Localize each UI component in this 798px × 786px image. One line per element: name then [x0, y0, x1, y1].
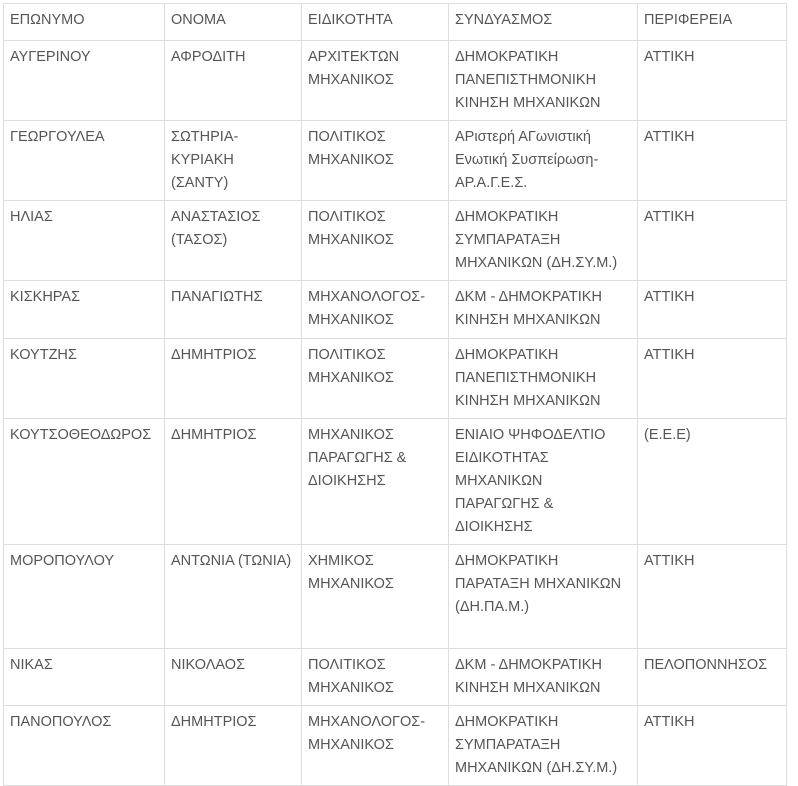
cell-first-name: ΔΗΜΗΤΡΙΟΣ	[164, 418, 302, 545]
cell-coalition: ΔΗΜΟΚΡΑΤΙΚΗ ΠΑΝΕΠΙΣΤΗΜΟΝΙΚΗ ΚΙΝΗΣΗ ΜΗΧΑΝ…	[448, 338, 638, 419]
cell-region: ΑΤΤΙΚΗ	[637, 338, 787, 419]
cell-region: ΑΤΤΙΚΗ	[637, 544, 787, 649]
column-header-region: ΠΕΡΙΦΕΡΕΙΑ	[637, 3, 787, 41]
cell-surname: ΠΑΝΟΠΟΥΛΟΣ	[3, 705, 165, 786]
cell-first-name: ΣΩΤΗΡΙΑ-ΚΥΡΙΑΚΗ (ΣΑΝΤΥ)	[164, 120, 302, 201]
cell-surname: ΚΙΣΚΗΡΑΣ	[3, 280, 165, 339]
cell-first-name: ΑΦΡΟΔΙΤΗ	[164, 40, 302, 121]
cell-coalition: ΔΚΜ - ΔΗΜΟΚΡΑΤΙΚΗ ΚΙΝΗΣΗ ΜΗΧΑΝΙΚΩΝ	[448, 280, 638, 339]
table-row: ΚΟΥΤΣΟΘΕΟΔΩΡΟΣ ΔΗΜΗΤΡΙΟΣ ΜΗΧΑΝΙΚΟΣ ΠΑΡΑΓΩΓ…	[3, 418, 787, 545]
table-row: ΑΥΓΕΡΙΝΟΥ ΑΦΡΟΔΙΤΗ ΑΡΧΙΤΕΚΤΩΝ ΜΗΧΑΝΙΚΟΣ ΔΗΜ…	[3, 40, 787, 121]
cell-surname: ΝΙΚΑΣ	[3, 648, 165, 706]
cell-surname: ΜΟΡΟΠΟΥΛΟΥ	[3, 544, 165, 649]
candidates-table: ΕΠΩΝΥΜΟ ΟΝΟΜΑ ΕΙΔΙΚΟΤΗΤΑ ΣΥΝΔΥΑΣΜΟΣ ΠΕΡΙΦΕΡΕ…	[3, 3, 787, 786]
cell-specialty: ΠΟΛΙΤΙΚΟΣ ΜΗΧΑΝΙΚΟΣ	[301, 338, 449, 419]
cell-specialty: ΜΗΧΑΝΙΚΟΣ ΠΑΡΑΓΩΓΗΣ & ΔΙΟΙΚΗΣΗΣ	[301, 418, 449, 545]
cell-region: ΑΤΤΙΚΗ	[637, 705, 787, 786]
column-header-first-name: ΟΝΟΜΑ	[164, 3, 302, 41]
cell-coalition: ΔΗΜΟΚΡΑΤΙΚΗ ΣΥΜΠΑΡΑΤΑΞΗ ΜΗΧΑΝΙΚΩΝ (ΔΗ.ΣΥ…	[448, 200, 638, 281]
cell-specialty: ΠΟΛΙΤΙΚΟΣ ΜΗΧΑΝΙΚΟΣ	[301, 200, 449, 281]
cell-region: ΠΕΛΟΠΟΝΝΗΣΟΣ	[637, 648, 787, 706]
cell-first-name: ΔΗΜΗΤΡΙΟΣ	[164, 705, 302, 786]
cell-specialty: ΧΗΜΙΚΟΣ ΜΗΧΑΝΙΚΟΣ	[301, 544, 449, 649]
cell-region: ΑΤΤΙΚΗ	[637, 280, 787, 339]
cell-coalition: ΕΝΙΑΙΟ ΨΗΦΟΔΕΛΤΙΟ ΕΙΔΙΚΟΤΗΤΑΣ ΜΗΧΑΝΙΚΩΝ …	[448, 418, 638, 545]
cell-surname: ΚΟΥΤΖΗΣ	[3, 338, 165, 419]
cell-surname: ΑΥΓΕΡΙΝΟΥ	[3, 40, 165, 121]
table-row: ΠΑΝΟΠΟΥΛΟΣ ΔΗΜΗΤΡΙΟΣ ΜΗΧΑΝΟΛΟΓΟΣ-ΜΗΧΑΝΙΚΟΣ…	[3, 705, 787, 786]
cell-first-name: ΑΝΤΩΝΙΑ (ΤΩΝΙΑ)	[164, 544, 302, 649]
cell-region: ΑΤΤΙΚΗ	[637, 120, 787, 201]
table-row: ΜΟΡΟΠΟΥΛΟΥ ΑΝΤΩΝΙΑ (ΤΩΝΙΑ) ΧΗΜΙΚΟΣ ΜΗΧΑΝΙΚ…	[3, 544, 787, 649]
table-row: ΗΛΙΑΣ ΑΝΑΣΤΑΣΙΟΣ (ΤΑΣΟΣ) ΠΟΛΙΤΙΚΟΣ ΜΗΧΑΝΙΚ…	[3, 200, 787, 281]
table-row: ΝΙΚΑΣ ΝΙΚΟΛΑΟΣ ΠΟΛΙΤΙΚΟΣ ΜΗΧΑΝΙΚΟΣ ΔΚΜ - ΔΗ…	[3, 648, 787, 706]
column-header-specialty: ΕΙΔΙΚΟΤΗΤΑ	[301, 3, 449, 41]
table-row: ΚΟΥΤΖΗΣ ΔΗΜΗΤΡΙΟΣ ΠΟΛΙΤΙΚΟΣ ΜΗΧΑΝΙΚΟΣ ΔΗΜΟΚ…	[3, 338, 787, 419]
cell-coalition: ΔΗΜΟΚΡΑΤΙΚΗ ΠΑΝΕΠΙΣΤΗΜΟΝΙΚΗ ΚΙΝΗΣΗ ΜΗΧΑΝ…	[448, 40, 638, 121]
table-row: ΚΙΣΚΗΡΑΣ ΠΑΝΑΓΙΩΤΗΣ ΜΗΧΑΝΟΛΟΓΟΣ-ΜΗΧΑΝΙΚΟΣ Δ…	[3, 280, 787, 339]
cell-specialty: ΜΗΧΑΝΟΛΟΓΟΣ-ΜΗΧΑΝΙΚΟΣ	[301, 705, 449, 786]
cell-region: (Ε.Ε.Ε)	[637, 418, 787, 545]
cell-first-name: ΑΝΑΣΤΑΣΙΟΣ (ΤΑΣΟΣ)	[164, 200, 302, 281]
column-header-coalition: ΣΥΝΔΥΑΣΜΟΣ	[448, 3, 638, 41]
cell-specialty: ΠΟΛΙΤΙΚΟΣ ΜΗΧΑΝΙΚΟΣ	[301, 120, 449, 201]
table-row: ΓΕΩΡΓΟΥΛΕΑ ΣΩΤΗΡΙΑ-ΚΥΡΙΑΚΗ (ΣΑΝΤΥ) ΠΟΛΙΤΙΚ…	[3, 120, 787, 201]
cell-surname: ΗΛΙΑΣ	[3, 200, 165, 281]
cell-coalition: ΑΡιστερή ΑΓωνιστική Ενωτική Συσπείρωση-Α…	[448, 120, 638, 201]
cell-region: ΑΤΤΙΚΗ	[637, 200, 787, 281]
cell-surname: ΓΕΩΡΓΟΥΛΕΑ	[3, 120, 165, 201]
cell-coalition: ΔΗΜΟΚΡΑΤΙΚΗ ΣΥΜΠΑΡΑΤΑΞΗ ΜΗΧΑΝΙΚΩΝ (ΔΗ.ΣΥ…	[448, 705, 638, 786]
cell-coalition: ΔΚΜ - ΔΗΜΟΚΡΑΤΙΚΗ ΚΙΝΗΣΗ ΜΗΧΑΝΙΚΩΝ	[448, 648, 638, 706]
column-header-surname: ΕΠΩΝΥΜΟ	[3, 3, 165, 41]
cell-first-name: ΠΑΝΑΓΙΩΤΗΣ	[164, 280, 302, 339]
cell-specialty: ΠΟΛΙΤΙΚΟΣ ΜΗΧΑΝΙΚΟΣ	[301, 648, 449, 706]
cell-region: ΑΤΤΙΚΗ	[637, 40, 787, 121]
table-header-row: ΕΠΩΝΥΜΟ ΟΝΟΜΑ ΕΙΔΙΚΟΤΗΤΑ ΣΥΝΔΥΑΣΜΟΣ ΠΕΡΙΦΕΡΕ…	[3, 3, 787, 41]
cell-surname: ΚΟΥΤΣΟΘΕΟΔΩΡΟΣ	[3, 418, 165, 545]
cell-coalition: ΔΗΜΟΚΡΑΤΙΚΗ ΠΑΡΑΤΑΞΗ ΜΗΧΑΝΙΚΩΝ (ΔΗ.ΠΑ.Μ.…	[448, 544, 638, 649]
cell-first-name: ΔΗΜΗΤΡΙΟΣ	[164, 338, 302, 419]
cell-first-name: ΝΙΚΟΛΑΟΣ	[164, 648, 302, 706]
cell-specialty: ΜΗΧΑΝΟΛΟΓΟΣ-ΜΗΧΑΝΙΚΟΣ	[301, 280, 449, 339]
cell-specialty: ΑΡΧΙΤΕΚΤΩΝ ΜΗΧΑΝΙΚΟΣ	[301, 40, 449, 121]
